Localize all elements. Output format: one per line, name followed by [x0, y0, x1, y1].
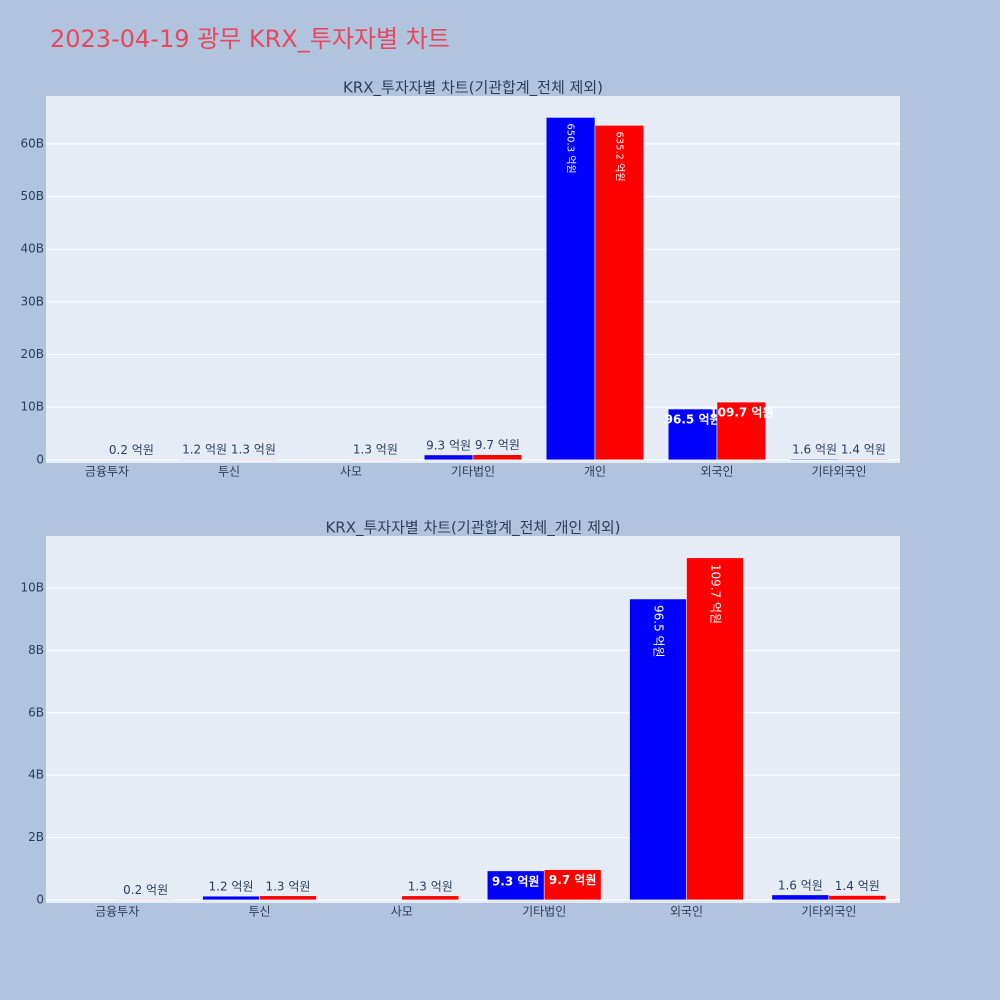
x-tick-label: 금융투자 — [95, 905, 139, 919]
x-tick-label: 사모 — [340, 465, 362, 479]
y-tick-label: 4B — [28, 768, 44, 782]
y-tick-label: 50B — [20, 189, 44, 203]
value-label: 1.2 억원 — [182, 443, 227, 457]
x-tick-label: 기타법인 — [451, 465, 495, 479]
y-tick-label: 60B — [20, 136, 44, 150]
x-tick-label: 외국인 — [670, 905, 703, 919]
x-tick-label: 투신 — [248, 905, 270, 919]
y-tick-label: 6B — [28, 705, 44, 719]
value-label: 9.7 억원 — [475, 438, 520, 452]
value-label: 1.3 억원 — [408, 879, 453, 893]
y-tick-label: 8B — [28, 643, 44, 657]
value-label: 1.4 억원 — [841, 443, 886, 457]
bar — [838, 458, 889, 461]
bar — [228, 458, 279, 461]
bar — [667, 408, 718, 461]
y-tick-label: 10B — [20, 581, 44, 595]
value-label: 109.7 억원 — [708, 564, 722, 624]
plot-area — [46, 536, 900, 903]
main-title: 2023-04-19 광무 KRX_투자자별 차트 — [50, 25, 450, 53]
y-tick-label: 0 — [36, 892, 44, 906]
bar — [202, 895, 260, 901]
x-tick-label: 금융투자 — [85, 465, 129, 479]
x-tick-label: 기타외국인 — [811, 465, 866, 479]
bar — [629, 598, 687, 901]
value-label: 9.3 억원 — [426, 438, 471, 452]
x-tick-label: 기타외국인 — [801, 905, 856, 919]
value-label: 9.3 억원 — [492, 874, 540, 888]
bar — [828, 895, 887, 901]
value-label: 0.2 억원 — [123, 883, 168, 897]
y-tick-label: 30B — [20, 294, 44, 308]
value-label: 1.3 억원 — [353, 443, 398, 457]
value-label: 9.7 억원 — [549, 873, 597, 887]
bar — [686, 557, 744, 901]
bar — [423, 454, 474, 461]
bar — [116, 899, 175, 901]
value-label: 1.3 억원 — [231, 443, 276, 457]
value-label: 109.7 억원 — [709, 406, 773, 420]
x-tick-label: 사모 — [391, 905, 413, 919]
x-tick-label: 개인 — [584, 465, 606, 479]
value-label: 1.2 억원 — [209, 880, 254, 894]
bar — [789, 458, 840, 461]
value-label: 650.3 억원 — [565, 123, 577, 173]
bar — [472, 454, 523, 461]
value-label: 96.5 억원 — [652, 605, 666, 658]
bar — [545, 117, 596, 461]
y-tick-label: 20B — [20, 347, 44, 361]
y-tick-label: 10B — [20, 400, 44, 414]
bar — [106, 459, 157, 461]
bar — [259, 895, 317, 901]
value-label: 96.5 억원 — [665, 413, 721, 427]
x-tick-label: 기타법인 — [522, 905, 566, 919]
subplot-title: KRX_투자자별 차트(기관합계_전체_개인 제외) — [325, 519, 620, 538]
value-label: 1.6 억원 — [778, 878, 823, 892]
value-label: 635.2 억원 — [613, 131, 625, 181]
y-tick-label: 40B — [20, 242, 44, 256]
value-label: 1.3 억원 — [265, 879, 310, 893]
bar — [594, 125, 645, 461]
bar — [350, 458, 401, 461]
y-tick-label: 2B — [28, 830, 44, 844]
bar — [401, 895, 460, 901]
value-label: 0.2 억원 — [109, 443, 154, 457]
bar — [179, 458, 230, 461]
x-tick-label: 투신 — [218, 465, 240, 479]
y-tick-label: 0 — [36, 452, 44, 466]
bar — [543, 869, 602, 901]
bar — [486, 870, 545, 901]
bar — [771, 894, 830, 901]
value-label: 1.6 억원 — [792, 442, 837, 456]
subplot-title: KRX_투자자별 차트(기관합계_전체 제외) — [343, 79, 603, 98]
bar — [716, 401, 767, 461]
value-label: 1.4 억원 — [835, 879, 880, 893]
x-tick-label: 외국인 — [700, 465, 733, 479]
